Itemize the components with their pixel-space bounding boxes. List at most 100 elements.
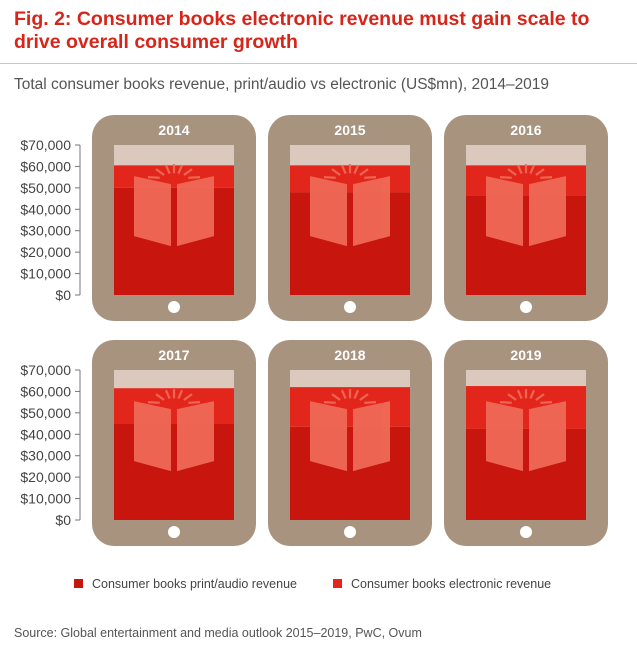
legend-swatch-electronic bbox=[333, 579, 342, 588]
year-label: 2016 bbox=[510, 122, 541, 138]
book-ray bbox=[331, 393, 341, 401]
y-tick-label: $60,000 bbox=[20, 383, 71, 399]
source-note: Source: Global entertainment and media o… bbox=[14, 626, 422, 640]
book-ray bbox=[147, 401, 160, 404]
tablet-2019: 2019 bbox=[444, 340, 608, 546]
book-ray bbox=[155, 168, 165, 176]
book-icon bbox=[310, 389, 390, 472]
bar-print-audio-2014 bbox=[114, 187, 234, 295]
chart-title: Fig. 2: Consumer books electronic revenu… bbox=[14, 8, 590, 53]
book-ray bbox=[340, 389, 347, 400]
book-ray bbox=[540, 401, 553, 404]
book-ray bbox=[516, 389, 523, 400]
y-tick-label: $0 bbox=[55, 512, 71, 528]
book-icon bbox=[134, 389, 214, 472]
year-label: 2014 bbox=[158, 122, 189, 138]
year-label: 2017 bbox=[158, 347, 189, 363]
y-tick-label: $70,000 bbox=[20, 362, 71, 378]
y-tick-label: $30,000 bbox=[20, 223, 71, 239]
year-label: 2018 bbox=[334, 347, 365, 363]
book-ray bbox=[359, 393, 369, 401]
book-ray bbox=[177, 164, 184, 175]
y-tick-label: $30,000 bbox=[20, 448, 71, 464]
y-tick-label: $50,000 bbox=[20, 180, 71, 196]
tablet-home-button bbox=[520, 301, 532, 313]
book-ray bbox=[364, 176, 377, 179]
legend-item-print-audio: Consumer books print/audio revenue bbox=[74, 577, 297, 591]
y-tick-label: $10,000 bbox=[20, 266, 71, 282]
chart-subtitle: Total consumer books revenue, print/audi… bbox=[14, 76, 550, 93]
y-tick-label: $60,000 bbox=[20, 158, 71, 174]
y-tick-label: $40,000 bbox=[20, 201, 71, 217]
book-ray bbox=[147, 176, 160, 179]
book-ray bbox=[516, 164, 523, 175]
tablet-2018: 2018 bbox=[268, 340, 432, 546]
y-tick-label: $0 bbox=[55, 287, 71, 303]
year-label: 2015 bbox=[334, 122, 365, 138]
book-ray bbox=[155, 393, 165, 401]
year-label: 2019 bbox=[510, 347, 541, 363]
tablet-home-button bbox=[168, 301, 180, 313]
y-tick-label: $20,000 bbox=[20, 469, 71, 485]
legend-swatch-print-audio bbox=[74, 579, 83, 588]
y-tick-label: $40,000 bbox=[20, 426, 71, 442]
book-icon bbox=[486, 164, 566, 247]
book-ray bbox=[353, 389, 360, 400]
book-icon bbox=[134, 164, 214, 247]
book-icon bbox=[310, 164, 390, 247]
y-tick-label: $50,000 bbox=[20, 405, 71, 421]
book-ray bbox=[540, 176, 553, 179]
y-tick-label: $70,000 bbox=[20, 137, 71, 153]
book-ray bbox=[507, 168, 517, 176]
tablet-2016: 2016 bbox=[444, 115, 608, 321]
book-ray bbox=[535, 393, 545, 401]
book-left-page bbox=[310, 401, 347, 472]
bar-print-audio-2019 bbox=[466, 428, 586, 520]
book-left-page bbox=[486, 176, 523, 247]
legend-label-electronic: Consumer books electronic revenue bbox=[351, 577, 552, 591]
book-ray bbox=[364, 401, 377, 404]
chart-area: $0 $10,000 $20,000 $30,000 $40,000 $50,000 $60… bbox=[20, 115, 608, 546]
book-right-page bbox=[529, 401, 566, 472]
book-right-page bbox=[353, 176, 390, 247]
book-right-page bbox=[529, 176, 566, 247]
book-ray bbox=[323, 401, 336, 404]
tablet-home-button bbox=[344, 526, 356, 538]
book-right-page bbox=[353, 401, 390, 472]
book-ray bbox=[183, 168, 193, 176]
book-ray bbox=[507, 393, 517, 401]
tablet-2017: 2017 bbox=[92, 340, 256, 546]
book-ray bbox=[353, 164, 360, 175]
book-right-page bbox=[177, 401, 214, 472]
bar-print-audio-2018 bbox=[290, 426, 410, 520]
book-ray bbox=[164, 164, 171, 175]
tablet-2014: 2014 bbox=[92, 115, 256, 321]
book-left-page bbox=[486, 401, 523, 472]
book-ray bbox=[535, 168, 545, 176]
tablet-home-button bbox=[344, 301, 356, 313]
book-ray bbox=[183, 393, 193, 401]
book-ray bbox=[177, 389, 184, 400]
y-tick-label: $20,000 bbox=[20, 244, 71, 260]
book-ray bbox=[529, 389, 536, 400]
bar-print-audio-2015 bbox=[290, 192, 410, 295]
legend-label-print-audio: Consumer books print/audio revenue bbox=[92, 577, 297, 591]
tablet-home-button bbox=[168, 526, 180, 538]
book-left-page bbox=[134, 401, 171, 472]
book-left-page bbox=[134, 176, 171, 247]
book-ray bbox=[340, 164, 347, 175]
book-left-page bbox=[310, 176, 347, 247]
book-ray bbox=[499, 401, 512, 404]
book-ray bbox=[499, 176, 512, 179]
bar-print-audio-2016 bbox=[466, 195, 586, 295]
book-ray bbox=[164, 389, 171, 400]
tablet-home-button bbox=[520, 526, 532, 538]
book-ray bbox=[188, 401, 201, 404]
legend-item-electronic: Consumer books electronic revenue bbox=[333, 577, 551, 591]
title-divider bbox=[0, 63, 637, 64]
book-right-page bbox=[177, 176, 214, 247]
y-tick-label: $10,000 bbox=[20, 491, 71, 507]
bar-print-audio-2017 bbox=[114, 423, 234, 520]
book-ray bbox=[323, 176, 336, 179]
book-ray bbox=[331, 168, 341, 176]
